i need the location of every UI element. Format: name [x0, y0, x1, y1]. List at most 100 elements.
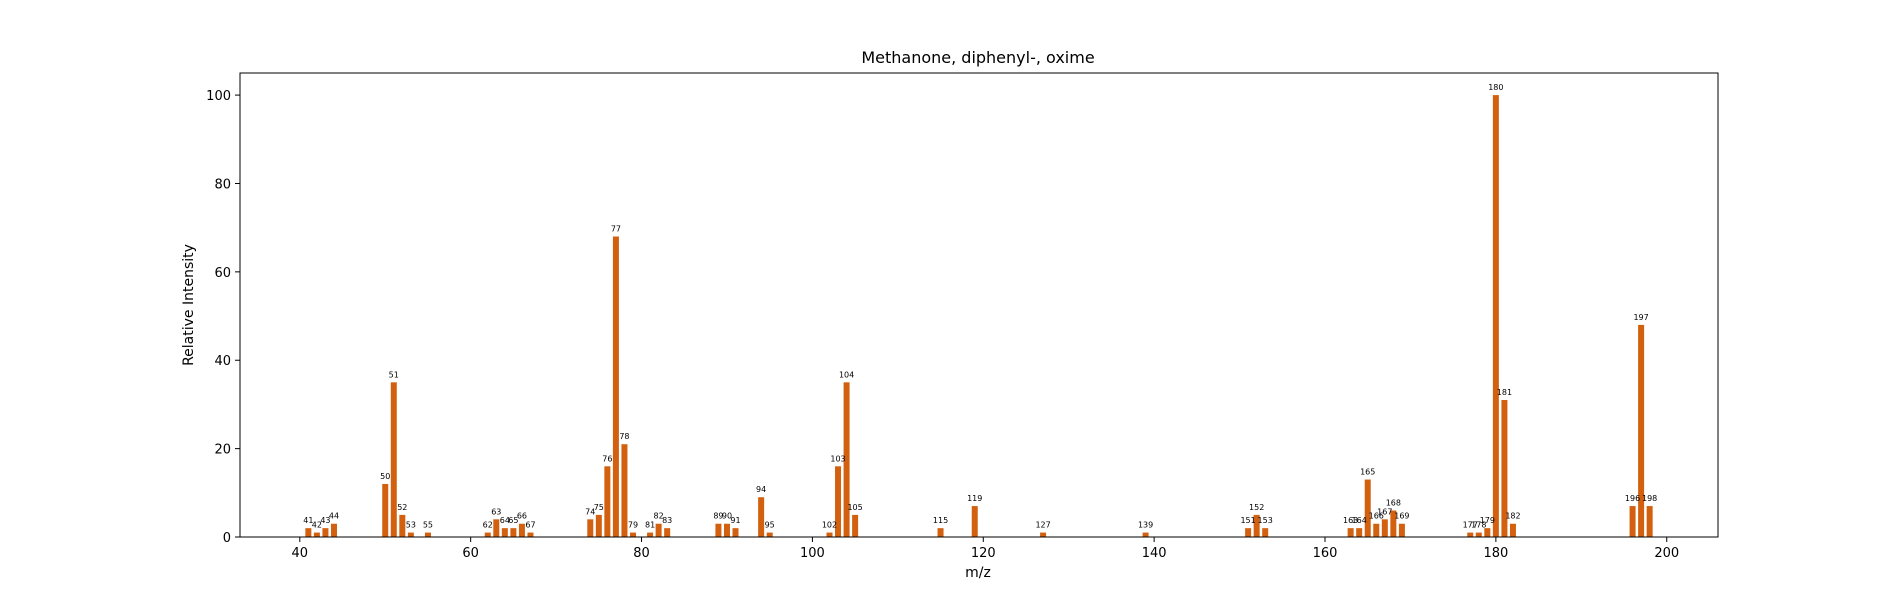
bar-mz-65: [510, 528, 517, 537]
bar-mz-179: [1484, 528, 1491, 537]
bar-label-mz-66: 66: [517, 512, 527, 521]
bar-mz-180: [1492, 95, 1499, 537]
bar-mz-115: [937, 528, 944, 537]
x-tick-label: 80: [633, 546, 650, 561]
bar-mz-197: [1638, 324, 1645, 537]
bar-mz-41: [305, 528, 312, 537]
bar-label-mz-83: 83: [662, 516, 672, 525]
bar-mz-182: [1509, 523, 1516, 537]
y-axis-ticks: 0 20 40 60 80 100: [206, 89, 240, 546]
bar-label-mz-166: 166: [1369, 512, 1384, 521]
y-tick-label: 80: [214, 177, 231, 192]
bar-label-mz-168: 168: [1386, 498, 1401, 507]
bar-mz-153: [1262, 528, 1269, 537]
bar-mz-151: [1245, 528, 1252, 537]
y-tick-label: 100: [206, 89, 231, 104]
y-tick-label: 40: [214, 354, 231, 369]
bar-mz-50: [382, 483, 389, 537]
bar-mz-166: [1373, 523, 1380, 537]
bar-mz-55: [424, 532, 431, 537]
bar-label-mz-91: 91: [730, 516, 740, 525]
bar-mz-63: [493, 519, 500, 537]
bar-mz-102: [826, 532, 833, 537]
bar-label-mz-152: 152: [1249, 503, 1264, 512]
bar-label-mz-81: 81: [645, 521, 655, 530]
bar-mz-52: [399, 514, 406, 537]
bar-label-mz-127: 127: [1035, 521, 1050, 530]
x-tick-label: 160: [1313, 546, 1338, 561]
bar-label-mz-67: 67: [525, 521, 535, 530]
bar-mz-90: [723, 523, 730, 537]
bar-mz-139: [1142, 532, 1149, 537]
bar-label-mz-53: 53: [406, 521, 416, 530]
bar-mz-42: [313, 532, 320, 537]
bar-label-mz-43: 43: [320, 516, 330, 525]
x-tick-label: 200: [1654, 546, 1679, 561]
bar-label-mz-180: 180: [1488, 83, 1503, 92]
bar-label-mz-181: 181: [1497, 388, 1512, 397]
bar-mz-167: [1381, 519, 1388, 537]
bar-mz-169: [1398, 523, 1405, 537]
bar-label-mz-197: 197: [1633, 313, 1648, 322]
bar-label-mz-94: 94: [756, 485, 766, 494]
bar-label-mz-164: 164: [1352, 516, 1367, 525]
bar-mz-198: [1646, 506, 1653, 537]
x-tick-label: 140: [1142, 546, 1167, 561]
chart-title: Methanone, diphenyl-, oxime: [861, 48, 1094, 67]
bar-label-mz-179: 179: [1480, 516, 1495, 525]
bar-mz-177: [1467, 532, 1474, 537]
bar-label-mz-52: 52: [397, 503, 407, 512]
x-axis-label: m/z: [965, 565, 991, 581]
bar-label-mz-75: 75: [594, 503, 604, 512]
bars-group: [305, 95, 1653, 537]
y-tick-label: 20: [214, 443, 231, 458]
bar-label-mz-196: 196: [1625, 494, 1640, 503]
x-tick-label: 180: [1483, 546, 1508, 561]
bar-label-mz-103: 103: [830, 454, 845, 463]
bar-label-mz-151: 151: [1240, 516, 1255, 525]
bar-mz-44: [330, 523, 337, 537]
bar-mz-62: [484, 532, 491, 537]
bar-mz-178: [1475, 532, 1482, 537]
bar-label-mz-95: 95: [765, 521, 775, 530]
bar-mz-53: [407, 532, 414, 537]
bar-mz-165: [1364, 479, 1371, 537]
bar-mz-64: [501, 528, 508, 537]
bar-mz-91: [732, 528, 739, 537]
bar-label-mz-167: 167: [1377, 507, 1392, 516]
bar-label-mz-163: 163: [1343, 516, 1358, 525]
bar-label-mz-79: 79: [628, 521, 638, 530]
bar-mz-75: [595, 514, 602, 537]
bar-mz-127: [1040, 532, 1047, 537]
bar-mz-103: [835, 466, 842, 537]
bar-mz-168: [1390, 510, 1397, 537]
bar-mz-105: [852, 514, 859, 537]
bar-label-mz-51: 51: [389, 370, 399, 379]
bar-mz-67: [527, 532, 534, 537]
bar-mz-196: [1629, 506, 1636, 537]
bar-label-mz-76: 76: [602, 454, 612, 463]
bar-label-mz-165: 165: [1360, 468, 1375, 477]
y-tick-label: 60: [214, 266, 231, 281]
bar-label-mz-89: 89: [713, 512, 723, 521]
bar-mz-74: [587, 519, 594, 537]
bar-label-mz-178: 178: [1471, 521, 1486, 530]
bar-label-mz-78: 78: [619, 432, 629, 441]
bar-label-mz-64: 64: [500, 516, 510, 525]
bar-label-mz-182: 182: [1505, 512, 1520, 521]
bar-label-mz-44: 44: [329, 512, 339, 521]
x-tick-label: 120: [971, 546, 996, 561]
bar-mz-78: [621, 444, 628, 537]
bar-label-mz-50: 50: [380, 472, 390, 481]
bar-mz-119: [971, 506, 978, 537]
bar-label-mz-90: 90: [722, 512, 732, 521]
bar-mz-43: [322, 528, 329, 537]
bar-mz-51: [390, 382, 397, 537]
bar-label-mz-63: 63: [491, 507, 501, 516]
plot-frame: [239, 72, 1719, 538]
bar-mz-164: [1356, 528, 1363, 537]
bar-label-mz-169: 169: [1394, 512, 1409, 521]
x-tick-label: 100: [800, 546, 825, 561]
bar-mz-104: [843, 382, 850, 537]
